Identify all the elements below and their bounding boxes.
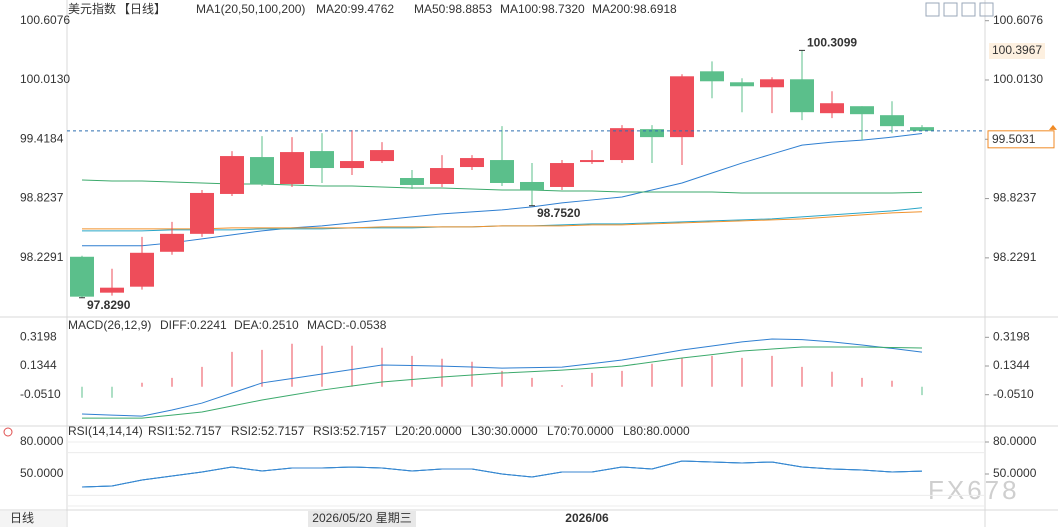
macd-line [81, 338, 923, 417]
chart-title: 美元指数 [68, 1, 116, 16]
legend-entry: DIFF:0.2241 [160, 318, 227, 332]
extreme-label: 98.7520 [537, 206, 581, 220]
legend-entry: RSI1:52.7157 [148, 424, 222, 438]
y-tick-label: 50.0000 [993, 466, 1037, 480]
level-label: L80:80.0000 [623, 424, 690, 438]
settings-icon[interactable] [3, 427, 13, 437]
legend-entry: MA200:98.6918 [592, 2, 677, 16]
candle-body [850, 106, 874, 115]
toolbar [925, 2, 994, 17]
candle-body [490, 160, 514, 183]
y-tick-label: 80.0000 [993, 434, 1037, 448]
moving-average [82, 133, 923, 247]
macd-line [82, 346, 923, 419]
legend-entry: MA20:99.4762 [316, 2, 394, 16]
candle-body [70, 256, 94, 297]
candle-body [790, 79, 814, 113]
y-tick-label: 98.2291 [20, 250, 64, 264]
cursor-date-box [308, 511, 416, 527]
marker-box [989, 43, 1045, 59]
extreme-label: 97.8290 [87, 298, 131, 312]
legend-entry: MACD:-0.0538 [307, 318, 387, 332]
candle-body [610, 128, 634, 161]
month-label: 2026/06 [565, 511, 609, 525]
period-box[interactable] [0, 511, 66, 527]
panel-title: RSI(14,14,14) [68, 424, 143, 438]
candle-body [160, 233, 184, 252]
candle-body [280, 152, 304, 184]
legend-entry: RSI3:52.7157 [313, 424, 387, 438]
candle-body [640, 129, 664, 138]
candle-body [700, 71, 724, 82]
candle-body [550, 163, 574, 187]
y-tick-label: 0.3198 [20, 329, 57, 343]
candle-body [400, 177, 424, 185]
y-tick-label: 100.0130 [993, 72, 1043, 86]
y-tick-label: 0.3198 [993, 329, 1030, 343]
y-tick-label: 100.0130 [20, 72, 70, 86]
last-price-label: 99.5031 [992, 132, 1036, 146]
candle-body [250, 157, 274, 184]
marker-label: 100.3967 [992, 43, 1042, 57]
candle-body [370, 150, 394, 162]
tool-icon[interactable] [979, 2, 994, 17]
indicator: MA1(20,50,100,200) [196, 2, 305, 16]
tool-icon[interactable] [961, 2, 976, 17]
extreme-label: 100.3099 [807, 36, 857, 50]
y-tick-label: 100.6076 [993, 13, 1043, 27]
candle-body [760, 79, 784, 88]
candle-body [670, 76, 694, 138]
y-tick-label: -0.0510 [993, 387, 1034, 401]
watermark: FX678 [928, 475, 1020, 505]
last-price-arrow [1049, 124, 1057, 130]
candle-body [430, 168, 454, 184]
legend-entry: DEA:0.2510 [234, 318, 299, 332]
rsi-line [81, 460, 923, 488]
tool-icon[interactable] [943, 2, 958, 17]
legend-entry: RSI2:52.7157 [231, 424, 305, 438]
candle-body [580, 160, 604, 163]
y-tick-label: 100.6076 [20, 13, 70, 27]
legend-entry: MA100:98.7320 [500, 2, 585, 16]
candle-body [190, 192, 214, 234]
y-tick-label: -0.0510 [20, 387, 61, 401]
level-label: L70:70.0000 [547, 424, 614, 438]
cursor-date: 2026/05/20 星期三 [312, 511, 411, 525]
last-price-box [987, 130, 1055, 149]
y-tick-label: 50.0000 [20, 466, 64, 480]
y-tick-label: 0.1344 [20, 358, 57, 372]
period-label: 日线 [10, 511, 34, 525]
y-tick-label: 80.0000 [20, 434, 64, 448]
period: 【日线】 [118, 2, 166, 16]
candle-body [340, 161, 364, 169]
candle-body [910, 127, 934, 131]
candle-body [460, 158, 484, 168]
moving-average [82, 211, 923, 230]
level-label: L20:20.0000 [395, 424, 462, 438]
y-tick-label: 98.2291 [993, 250, 1037, 264]
candle-body [520, 181, 544, 190]
level-label: L30:30.0000 [471, 424, 538, 438]
candle-body [730, 82, 754, 87]
tool-icon[interactable] [925, 2, 940, 17]
y-tick-label: 98.8237 [993, 191, 1037, 205]
candle-body [880, 115, 904, 127]
y-tick-label: 99.4184 [20, 131, 64, 145]
candle-body [820, 103, 844, 114]
candle-body [100, 287, 124, 293]
candle-body [310, 151, 334, 169]
panel-title: MACD(26,12,9) [68, 318, 151, 332]
y-tick-label: 0.1344 [993, 358, 1030, 372]
legend-entry: MA50:98.8853 [414, 2, 492, 16]
candle-body [130, 252, 154, 287]
candle-body [220, 156, 244, 194]
y-tick-label: 98.8237 [20, 191, 64, 205]
